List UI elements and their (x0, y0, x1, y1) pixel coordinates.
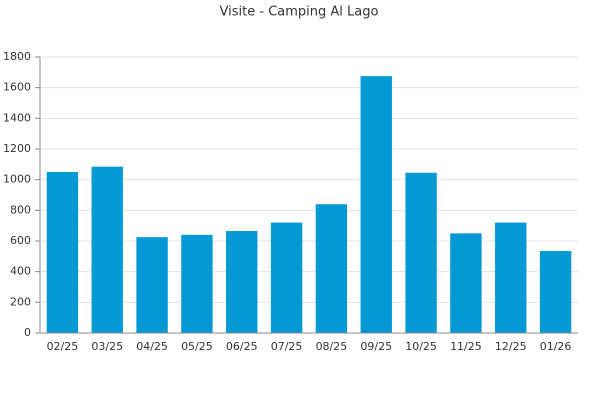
y-tick-label: 800 (10, 203, 31, 216)
x-tick-label: 06/25 (226, 340, 258, 353)
bar (136, 237, 168, 333)
y-tick-label: 400 (10, 265, 31, 278)
x-tick-label: 11/25 (450, 340, 482, 353)
chart-title: Visite - Camping Al Lago (220, 5, 379, 20)
x-tick-label: 12/25 (495, 340, 527, 353)
bar (450, 233, 482, 333)
x-tick-label: 05/25 (181, 340, 213, 353)
bar (91, 166, 123, 333)
y-tick-label: 1200 (3, 142, 31, 155)
x-tick-label: 09/25 (360, 340, 392, 353)
x-tick-label: 04/25 (136, 340, 168, 353)
y-tick-label: 0 (24, 326, 31, 339)
x-tick-label: 01/26 (540, 340, 572, 353)
x-tick-label: 08/25 (316, 340, 348, 353)
bar (226, 231, 258, 333)
bar (315, 204, 348, 333)
bar (539, 250, 572, 333)
y-tick-label: 200 (10, 295, 31, 308)
bar (181, 234, 213, 333)
y-tick-label: 600 (10, 234, 31, 247)
y-tick-label: 1400 (3, 111, 31, 124)
bar (495, 222, 527, 333)
bar (46, 172, 79, 333)
y-tick-label: 1800 (3, 50, 31, 63)
x-tick-label: 10/25 (405, 340, 437, 353)
y-tick-label: 1000 (3, 173, 31, 186)
x-tick-label: 07/25 (271, 340, 303, 353)
bar (405, 172, 437, 333)
bar (270, 222, 303, 333)
bar (360, 76, 392, 334)
x-tick-label: 03/25 (91, 340, 123, 353)
x-tick-label: 02/25 (47, 340, 79, 353)
y-tick-label: 1600 (3, 81, 31, 94)
